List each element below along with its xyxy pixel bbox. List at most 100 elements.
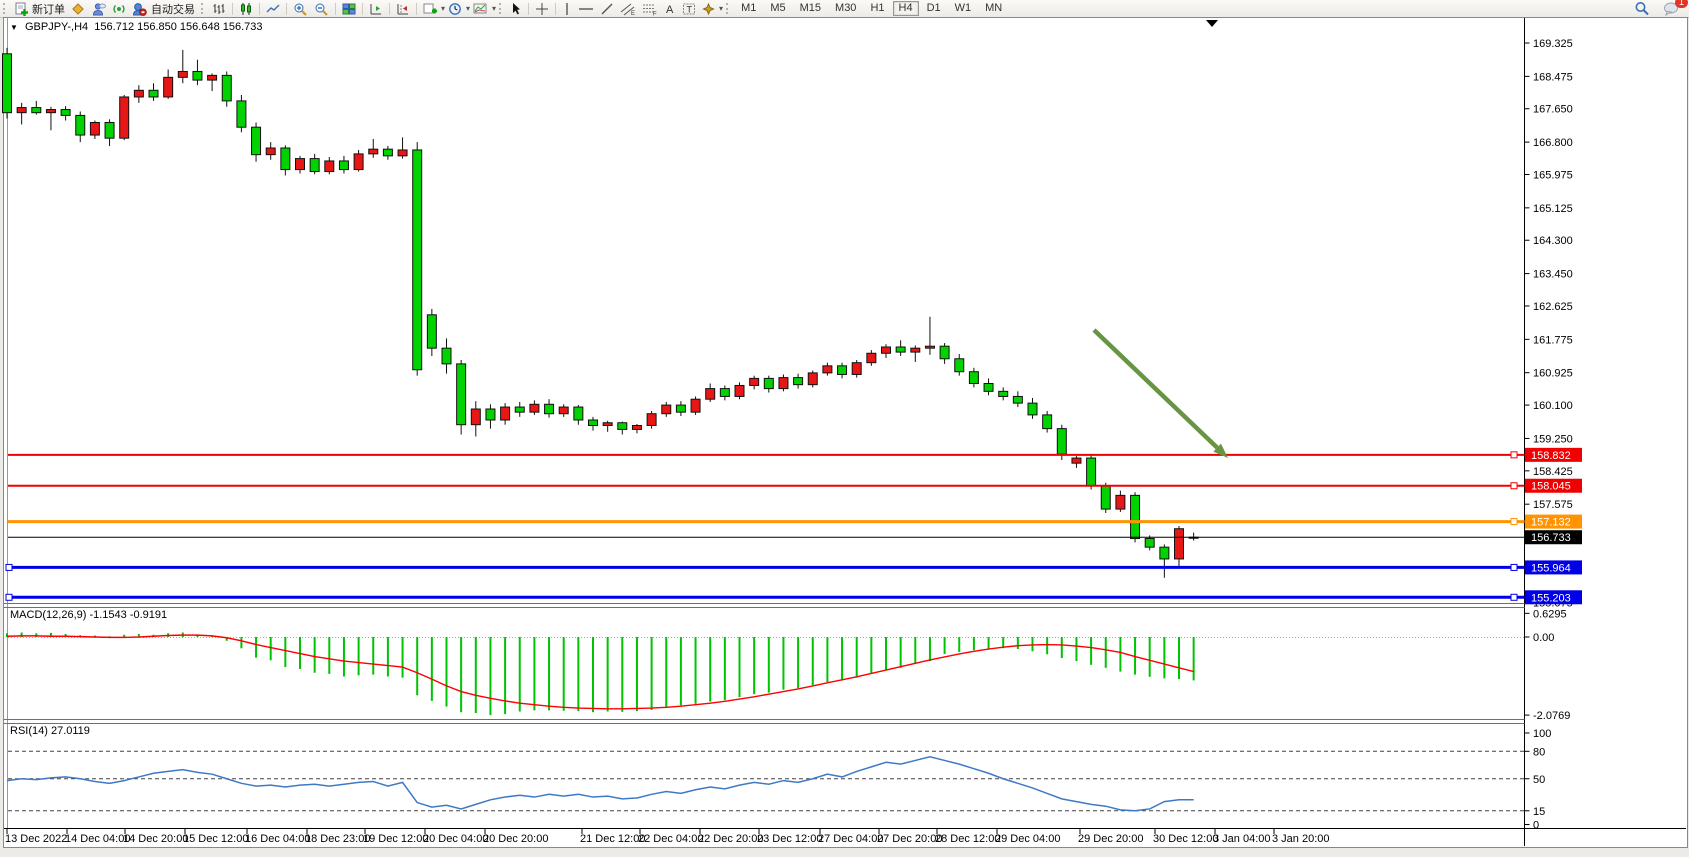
time-axis-label: 29 Dec 20:00	[1078, 833, 1143, 845]
arrows-dropdown-icon[interactable]: ▾	[719, 4, 724, 13]
price-flag-label: 158.832	[1531, 450, 1571, 462]
timeframe-m1-button[interactable]: M1	[741, 2, 757, 14]
price-tick-label: 168.475	[1533, 71, 1573, 83]
price-flag	[1525, 590, 1582, 605]
time-axis-label: 27 Dec 20:00	[877, 833, 942, 845]
candle-body	[31, 107, 42, 114]
macd-tick-label: 0.00	[1533, 632, 1554, 644]
rsi-tick-label: 50	[1533, 774, 1545, 786]
chat-badge: 1	[1674, 0, 1688, 8]
ohlc-values: 156.712 156.850 156.648 156.733	[94, 21, 263, 33]
candlestick-mode-icon[interactable]	[237, 1, 255, 16]
toolbar-grip[interactable]	[499, 3, 504, 14]
line-handle[interactable]	[5, 563, 13, 571]
candle-body	[939, 345, 950, 360]
price-tick-label: 160.100	[1533, 400, 1573, 412]
vertical-line-tool-icon[interactable]	[560, 1, 574, 16]
crosshair-tool-icon[interactable]	[533, 1, 551, 16]
periods-clock-button[interactable]	[446, 1, 464, 16]
fibonacci-tool-icon[interactable]: F	[640, 1, 660, 16]
text-tool-icon[interactable]: A	[662, 1, 678, 16]
toolbar-grip[interactable]	[726, 3, 731, 14]
candle-body	[529, 403, 540, 413]
symbol-dropdown-icon[interactable]: ▼	[10, 23, 18, 32]
zoom-out-icon[interactable]	[312, 1, 331, 16]
candle-body	[60, 109, 71, 116]
cursor-tool-icon[interactable]	[508, 1, 524, 16]
templates-dropdown-icon[interactable]: ▾	[492, 4, 497, 13]
timeframe-h4-button[interactable]: H4	[892, 1, 919, 16]
candle-body	[968, 371, 979, 384]
new-chart-dropdown-icon[interactable]: ▾	[441, 4, 446, 13]
search-icon[interactable]	[1632, 1, 1652, 16]
autotrading-label[interactable]: 自动交易	[151, 3, 195, 16]
templates-button[interactable]	[471, 1, 490, 16]
text-label-tool-icon[interactable]: T	[680, 1, 698, 16]
auto-scroll-icon[interactable]	[367, 1, 385, 16]
line-handle[interactable]	[1510, 593, 1518, 601]
candle-body	[881, 346, 891, 354]
line-handle[interactable]	[1510, 482, 1518, 490]
chart-shift-icon[interactable]	[394, 1, 412, 16]
line-handle[interactable]	[1510, 451, 1518, 459]
metaeditor-icon[interactable]	[69, 1, 87, 16]
toolbar-grip[interactable]	[3, 3, 8, 14]
line-handle[interactable]	[5, 593, 13, 601]
candle-body	[426, 314, 437, 349]
price-tick-label: 169.325	[1533, 38, 1573, 50]
candle-body	[133, 89, 144, 98]
rsi-tick-label: 80	[1533, 746, 1545, 758]
tile-windows-icon[interactable]	[340, 1, 358, 16]
rsi-tick-label: 15	[1533, 806, 1545, 818]
periods-dropdown-icon[interactable]: ▾	[466, 4, 471, 13]
signals-icon[interactable]	[110, 1, 128, 16]
zoom-in-icon[interactable]	[291, 1, 310, 16]
candle-body	[793, 377, 804, 386]
candle-body	[749, 377, 760, 386]
timeframe-m5-button[interactable]: M5	[770, 2, 786, 14]
horizontal-line-tool-icon[interactable]	[576, 1, 596, 16]
candle-body	[1042, 414, 1053, 430]
time-axis-label: 30 Dec 12:00	[1153, 833, 1218, 845]
trend-arrow-head[interactable]	[1213, 443, 1228, 458]
new-order-label[interactable]: 新订单	[32, 3, 65, 16]
rsi-tick-label: 0	[1533, 820, 1539, 832]
candle-body	[544, 403, 555, 415]
timeframe-h1-button[interactable]: H1	[870, 2, 885, 14]
timeframe-mn-button[interactable]: MN	[985, 2, 1003, 14]
arrows-tool-icon[interactable]	[700, 1, 717, 16]
new-chart-button[interactable]	[421, 1, 439, 16]
price-flag-label: 157.132	[1531, 517, 1571, 529]
rsi-indicator-label: RSI(14) 27.0119	[10, 725, 90, 737]
line-chart-mode-icon[interactable]	[264, 1, 282, 16]
time-axis-label: 29 Dec 04:00	[995, 833, 1060, 845]
macd-indicator-label: MACD(12,26,9) -1.1543 -0.9191	[10, 609, 168, 621]
time-axis-label: 28 Dec 12:00	[935, 833, 1000, 845]
toolbar-grip[interactable]	[201, 3, 206, 14]
price-tick-label: 163.450	[1533, 269, 1573, 281]
line-handle[interactable]	[1510, 563, 1518, 571]
timeframe-w1-button[interactable]: W1	[954, 2, 972, 14]
trend-arrow-line[interactable]	[1092, 328, 1219, 450]
candle-body	[163, 76, 174, 98]
line-handle[interactable]	[1510, 518, 1518, 526]
candle-body	[866, 352, 877, 364]
price-tick-label: 160.925	[1533, 368, 1573, 380]
chart-shift-marker[interactable]	[1206, 20, 1218, 27]
timeframe-d1-button[interactable]: D1	[926, 2, 941, 14]
timeframe-m15-button[interactable]: M15	[799, 2, 822, 14]
candle-body	[353, 153, 364, 171]
autotrading-button[interactable]	[130, 1, 149, 16]
candle-body	[734, 384, 745, 397]
new-order-button[interactable]	[12, 1, 30, 16]
svg-text:E: E	[631, 11, 635, 16]
price-tick-label: 157.575	[1533, 499, 1573, 511]
chat-notification-icon[interactable]: 1	[1661, 0, 1688, 16]
timeframe-m30-button[interactable]: M30	[835, 2, 857, 14]
bar-chart-mode-icon[interactable]	[210, 1, 228, 16]
equidistant-channel-tool-icon[interactable]: E	[618, 1, 638, 16]
market-watch-icon[interactable]	[89, 1, 108, 16]
trendline-tool-icon[interactable]	[598, 1, 616, 16]
